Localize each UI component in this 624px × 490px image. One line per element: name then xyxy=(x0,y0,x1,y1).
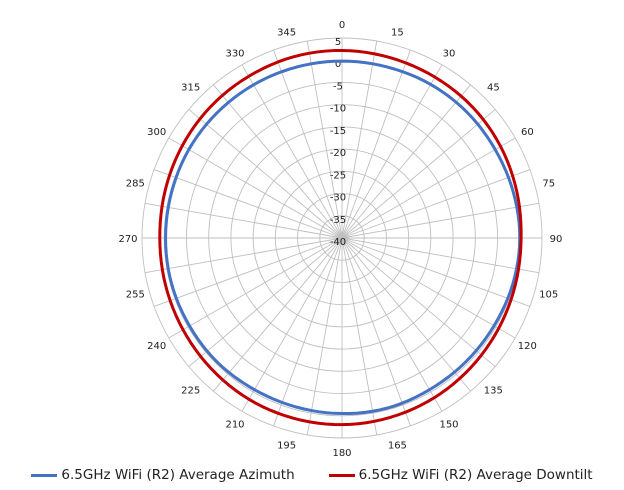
grid-spoke xyxy=(306,40,343,239)
radial-tick-label: 5 xyxy=(335,37,341,48)
grid-spoke xyxy=(341,109,496,239)
grid xyxy=(141,37,543,439)
legend-swatch-downtilt xyxy=(328,473,355,477)
series-line-azimuth xyxy=(164,59,522,416)
angle-tick-label: 255 xyxy=(126,289,145,300)
angle-tick-label: 240 xyxy=(147,341,166,352)
grid-spoke xyxy=(241,64,343,239)
angle-tick-label: 0 xyxy=(339,20,345,31)
grid-spoke xyxy=(341,237,516,339)
angle-tick-label: 210 xyxy=(225,419,244,430)
grid-spoke xyxy=(341,40,378,239)
angle-tick-label: 195 xyxy=(277,441,296,452)
angle-tick-label: 90 xyxy=(550,234,563,245)
angle-tick-label: 15 xyxy=(391,27,404,38)
grid-spoke xyxy=(213,84,343,239)
legend-label-downtilt: 6.5GHz WiFi (R2) Average Downtilt xyxy=(358,467,593,483)
angle-tick-label: 285 xyxy=(126,179,145,190)
grid-spoke xyxy=(153,237,343,307)
grid-spoke xyxy=(168,137,343,239)
grid-spoke xyxy=(153,169,343,239)
grid-spoke xyxy=(341,84,471,239)
grid-spoke xyxy=(144,202,343,239)
legend: 6.5GHz WiFi (R2) Average Azimuth 6.5GHz … xyxy=(0,464,624,486)
grid-spoke xyxy=(341,237,531,307)
radial-tick-label: -30 xyxy=(330,193,346,204)
grid-spoke xyxy=(341,237,443,412)
angle-tick-label: 105 xyxy=(539,289,558,300)
grid-spoke xyxy=(341,237,496,367)
legend-item-azimuth: 6.5GHz WiFi (R2) Average Azimuth xyxy=(31,467,295,483)
angle-tick-label: 180 xyxy=(332,448,351,459)
legend-swatch-azimuth xyxy=(31,473,58,477)
radial-tick-label: -20 xyxy=(330,148,346,159)
radial-tick-label: -10 xyxy=(330,104,346,115)
grid-spoke xyxy=(273,237,343,427)
grid-spoke xyxy=(341,237,540,274)
radial-tick-label: -5 xyxy=(333,81,343,92)
legend-label-azimuth: 6.5GHz WiFi (R2) Average Azimuth xyxy=(61,467,295,483)
angle-tick-label: 120 xyxy=(518,341,537,352)
angle-tick-label: 30 xyxy=(443,49,456,60)
angle-tick-label: 270 xyxy=(118,234,137,245)
radial-tick-label: -25 xyxy=(330,170,346,181)
radial-tick-label: -15 xyxy=(330,126,346,137)
grid-spoke xyxy=(341,137,516,239)
radial-tick-label: -40 xyxy=(330,237,346,248)
angle-tick-label: 300 xyxy=(147,127,166,138)
series-line-downtilt xyxy=(158,48,523,427)
grid-spoke xyxy=(188,109,343,239)
grid-spoke xyxy=(341,237,378,436)
angle-tick-label: 330 xyxy=(225,49,244,60)
polar-chart: 5 0 -5 -10 -15 -20 -25 -30 -35 -40 0 15 30 45 60 75 90 10… xyxy=(118,20,563,459)
grid-spoke xyxy=(341,169,531,239)
legend-item-downtilt: 6.5GHz WiFi (R2) Average Downtilt xyxy=(328,467,593,483)
grid-spoke xyxy=(213,237,343,392)
grid-spoke xyxy=(144,237,343,274)
angle-tick-label: 45 xyxy=(487,83,500,94)
grid-spoke xyxy=(341,237,471,392)
grid-spoke xyxy=(341,202,540,239)
grid-spoke xyxy=(341,49,411,239)
grid-spoke xyxy=(168,237,343,339)
angle-tick-label: 150 xyxy=(439,419,458,430)
angle-tick-label: 75 xyxy=(542,179,555,190)
grid-spoke xyxy=(273,49,343,239)
angle-tick-label: 345 xyxy=(277,27,296,38)
grid-spoke xyxy=(341,64,443,239)
grid-spoke xyxy=(306,237,343,436)
grid-spoke xyxy=(188,237,343,367)
angle-tick-label: 165 xyxy=(388,441,407,452)
angle-tick-label: 135 xyxy=(484,385,503,396)
grid-spoke xyxy=(341,237,411,427)
grid-spoke xyxy=(241,237,343,412)
angle-tick-label: 60 xyxy=(521,127,534,138)
angle-tick-label: 315 xyxy=(181,83,200,94)
angle-tick-label: 225 xyxy=(181,385,200,396)
radial-tick-label: -35 xyxy=(330,215,346,226)
radial-tick-label: 0 xyxy=(335,59,341,70)
